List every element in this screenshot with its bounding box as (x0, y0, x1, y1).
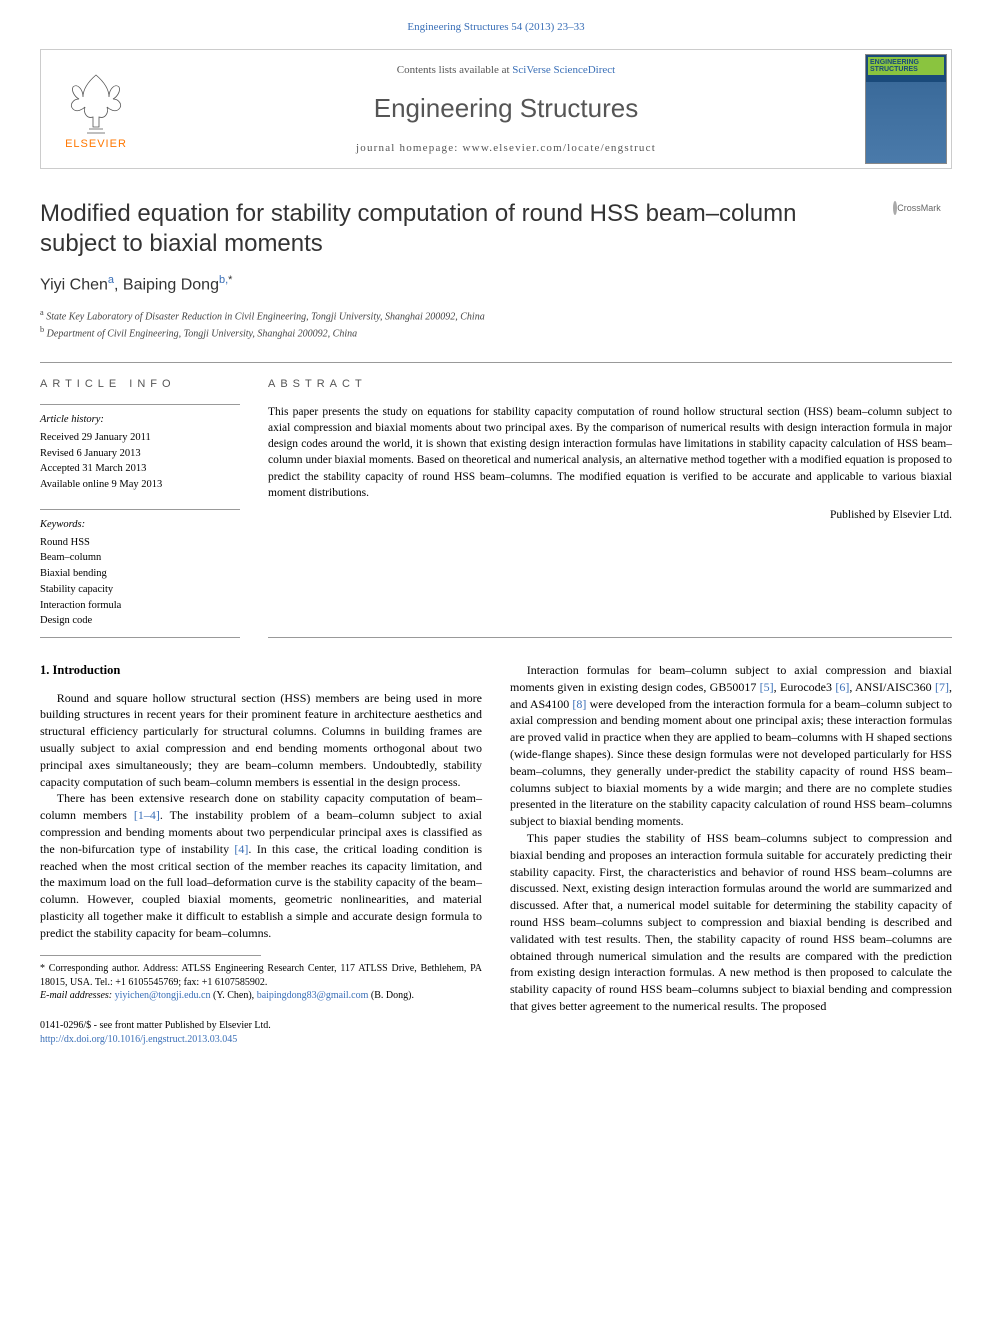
history-block: Article history: Received 29 January 201… (40, 404, 240, 493)
keyword: Beam–column (40, 550, 240, 566)
intro-paragraph-1: Round and square hollow structural secti… (40, 690, 482, 791)
affiliation-a: a State Key Laboratory of Disaster Reduc… (40, 307, 952, 324)
bottom-meta: 0141-0296/$ - see front matter Published… (40, 1019, 482, 1047)
contents-prefix: Contents lists available at (397, 64, 512, 76)
history-online: Available online 9 May 2013 (40, 477, 240, 493)
cover-label: ENGINEERING STRUCTURES (868, 57, 944, 75)
reference-link[interactable]: [5] (760, 680, 774, 694)
abstract-text: This paper presents the study on equatio… (268, 404, 952, 501)
footnote-separator (40, 955, 261, 962)
header-center: Contents lists available at SciVerse Sci… (151, 53, 861, 166)
journal-title: Engineering Structures (161, 90, 851, 126)
email-footnote: E-mail addresses: yiyichen@tongji.edu.cn… (40, 989, 482, 1003)
contents-lists-line: Contents lists available at SciVerse Sci… (161, 63, 851, 78)
citation-line[interactable]: Engineering Structures 54 (2013) 23–33 (40, 20, 952, 35)
affiliations: a State Key Laboratory of Disaster Reduc… (40, 307, 952, 342)
homepage-url[interactable]: www.elsevier.com/locate/engstruct (463, 142, 656, 154)
authors-line: Yiyi Chena, Baiping Dongb,* (40, 273, 952, 297)
intro-paragraph-2: There has been extensive research done o… (40, 790, 482, 941)
keywords-block: Keywords: Round HSS Beam–column Biaxial … (40, 509, 240, 638)
keyword: Interaction formula (40, 598, 240, 614)
body-two-column: 1. Introduction Round and square hollow … (40, 662, 952, 1047)
homepage-prefix: journal homepage: (356, 142, 463, 154)
reference-link[interactable]: [7] (935, 680, 949, 694)
history-received: Received 29 January 2011 (40, 430, 240, 446)
reference-link[interactable]: [8] (572, 697, 586, 711)
author-2[interactable]: Baiping Dong (123, 277, 219, 294)
info-abstract-row: article info Article history: Received 2… (40, 362, 952, 638)
article-title: Modified equation for stability computat… (40, 199, 952, 259)
article-info-label: article info (40, 377, 240, 392)
elsevier-wordmark: ELSEVIER (65, 137, 127, 152)
journal-cover[interactable]: ENGINEERING STRUCTURES (861, 50, 951, 168)
keyword: Stability capacity (40, 582, 240, 598)
corresponding-star: * (228, 274, 232, 286)
title-text: Modified equation for stability computat… (40, 200, 796, 257)
email-link-2[interactable]: baipingdong83@gmail.com (257, 990, 369, 1001)
affiliation-b: b Department of Civil Engineering, Tongj… (40, 324, 952, 341)
intro-paragraph-3: Interaction formulas for beam–column sub… (510, 662, 952, 830)
reference-link[interactable]: [4] (234, 842, 248, 856)
keyword: Biaxial bending (40, 566, 240, 582)
history-label: Article history: (40, 413, 240, 428)
elsevier-tree-icon (61, 67, 131, 137)
keyword: Round HSS (40, 535, 240, 551)
corresponding-author-footnote: * Corresponding author. Address: ATLSS E… (40, 962, 482, 989)
issn-line: 0141-0296/$ - see front matter Published… (40, 1019, 482, 1033)
journal-homepage-line: journal homepage: www.elsevier.com/locat… (161, 141, 851, 156)
doi-link[interactable]: http://dx.doi.org/10.1016/j.engstruct.20… (40, 1034, 237, 1045)
crossmark-badge[interactable]: CrossMark (882, 203, 952, 214)
reference-link[interactable]: [1–4] (134, 808, 160, 822)
intro-paragraph-4: This paper studies the stability of HSS … (510, 830, 952, 1015)
history-accepted: Accepted 31 March 2013 (40, 461, 240, 477)
keyword: Design code (40, 613, 240, 629)
section-heading-1: 1. Introduction (40, 662, 482, 680)
scidirect-link[interactable]: SciVerse ScienceDirect (512, 64, 615, 76)
elsevier-logo[interactable]: ELSEVIER (41, 50, 151, 168)
keywords-label: Keywords: (40, 518, 240, 533)
reference-link[interactable]: [6] (835, 680, 849, 694)
citation-link[interactable]: Engineering Structures 54 (2013) 23–33 (407, 21, 584, 33)
journal-header: ELSEVIER Contents lists available at Sci… (40, 49, 952, 169)
article-info-column: article info Article history: Received 2… (40, 377, 240, 638)
author-1[interactable]: Yiyi Chen (40, 277, 108, 294)
crossmark-label: CrossMark (897, 203, 941, 213)
cover-image: ENGINEERING STRUCTURES (865, 54, 947, 164)
email-link-1[interactable]: yiyichen@tongji.edu.cn (115, 990, 211, 1001)
author-1-affil: a (108, 274, 114, 286)
history-revised: Revised 6 January 2013 (40, 446, 240, 462)
publisher-line: Published by Elsevier Ltd. (268, 507, 952, 523)
body-right-column: Interaction formulas for beam–column sub… (510, 662, 952, 1047)
email-label: E-mail addresses: (40, 990, 115, 1001)
body-left-column: 1. Introduction Round and square hollow … (40, 662, 482, 1047)
abstract-column: abstract This paper presents the study o… (268, 377, 952, 638)
abstract-label: abstract (268, 377, 952, 392)
author-2-affil: b, (219, 274, 228, 286)
